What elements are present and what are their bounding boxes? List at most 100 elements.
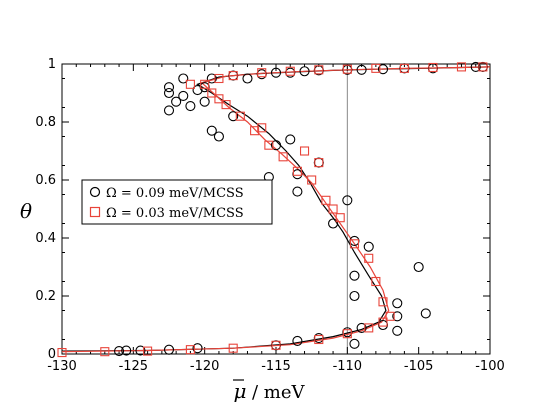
data-point-circle — [292, 169, 303, 180]
data-point-circle — [270, 140, 282, 151]
x-tick-label: -105 — [404, 359, 434, 374]
data-point-square — [371, 63, 381, 73]
y-tick-label: 0.2 — [35, 289, 56, 304]
data-point-circle — [292, 335, 303, 347]
data-point-square — [257, 123, 267, 133]
data-point-square — [185, 79, 195, 89]
data-point-square — [235, 111, 245, 121]
data-point-square — [342, 329, 352, 339]
data-point-square — [456, 62, 467, 72]
data-point-square — [250, 126, 260, 136]
y-tick-label: 0.6 — [35, 173, 56, 188]
data-point-square — [385, 311, 395, 321]
data-point-square — [314, 65, 324, 75]
data-point-square — [264, 140, 274, 150]
data-point-circle — [242, 73, 253, 84]
data-point-circle — [313, 157, 324, 168]
data-point-circle — [413, 261, 424, 273]
data-point-square — [278, 152, 288, 162]
data-point-square — [271, 340, 281, 350]
data-point-square — [299, 146, 310, 156]
data-point-square — [364, 253, 374, 263]
data-point-square — [399, 63, 409, 73]
data-point-circle — [228, 111, 239, 122]
data-point-circle — [377, 319, 389, 331]
data-point-square — [228, 71, 238, 81]
x-tick-label: -120 — [190, 359, 220, 374]
data-point-square — [349, 239, 360, 249]
legend-marker-square — [89, 206, 101, 218]
x-tick-label: -115 — [261, 359, 291, 374]
data-point-circle — [420, 308, 431, 319]
data-point-square — [57, 347, 67, 358]
data-point-square — [478, 62, 488, 72]
y-axis-title: θ — [20, 199, 32, 223]
ticks-layer: -130 -125 -120 -115 -110 -105 -100 0 0.2 0.4 0.6 0.… — [35, 57, 504, 374]
data-point-square — [214, 94, 224, 104]
data-point-square — [285, 66, 295, 76]
data-point-square — [307, 175, 317, 185]
data-point-square — [378, 317, 388, 327]
data-point-circle — [206, 73, 217, 84]
data-point-square — [143, 346, 153, 356]
x-tick-label: -130 — [47, 359, 77, 374]
data-point-circle — [163, 105, 175, 116]
x-tick-label: -125 — [119, 359, 149, 374]
data-point-circle — [135, 345, 146, 356]
data-point-circle — [178, 73, 189, 84]
data-point-square — [371, 276, 381, 287]
data-point-square — [292, 166, 302, 176]
data-point-circle — [199, 96, 210, 107]
data-point-circle — [206, 125, 217, 136]
data-point-square — [321, 195, 331, 205]
series-line-1 — [61, 66, 491, 353]
data-point-circle — [392, 311, 403, 322]
data-point-circle — [349, 338, 360, 349]
legend-entry-1: Ω = 0.03 meV/MCSS — [106, 206, 244, 221]
data-point-square — [314, 334, 324, 345]
data-point-circle — [270, 67, 282, 78]
x-axis-label-symbol: μ — [234, 379, 247, 403]
data-point-square — [221, 100, 231, 110]
data-point-circle — [171, 96, 182, 107]
data-point-circle — [349, 290, 360, 302]
data-point-circle — [356, 322, 367, 333]
data-point-square — [185, 345, 195, 355]
data-point-circle — [192, 85, 203, 96]
data-point-circle — [292, 186, 303, 197]
data-point-square — [342, 64, 352, 74]
data-point-circle — [121, 345, 132, 356]
y-tick-label: 0.4 — [35, 231, 56, 246]
data-point-square — [314, 158, 324, 168]
data-point-square — [207, 88, 217, 98]
x-tick-label: -100 — [475, 359, 505, 374]
data-point-circle — [392, 298, 403, 309]
data-point-square — [257, 68, 267, 78]
data-point-square — [214, 73, 224, 84]
data-point-circle — [185, 101, 196, 112]
data-point-circle — [342, 195, 353, 206]
data-point-circle — [349, 270, 360, 281]
data-point-circle — [163, 344, 175, 355]
data-point-circle — [285, 134, 296, 145]
data-point-square — [364, 323, 374, 333]
x-tick-label: -110 — [333, 359, 363, 374]
data-point-circle — [377, 64, 389, 75]
data-point-circle — [163, 82, 175, 93]
data-point-circle — [114, 346, 125, 357]
legend: Ω = 0.09 meV/MCSS Ω = 0.03 meV/MCSS — [81, 179, 273, 225]
data-point-square — [335, 213, 345, 223]
data-point-circle — [363, 241, 374, 252]
legend-entry-0: Ω = 0.09 meV/MCSS — [106, 186, 244, 201]
data-point-circle — [178, 90, 189, 101]
legend-box — [81, 179, 273, 225]
data-point-circle — [299, 66, 310, 77]
data-point-circle — [328, 218, 339, 229]
y-tick-label: 0.8 — [35, 115, 56, 130]
x-axis-label-unit: / meV — [252, 382, 306, 403]
y-tick-label: 0 — [48, 347, 56, 362]
data-point-square — [378, 297, 388, 307]
data-point-circle — [213, 131, 224, 142]
data-point-square — [100, 347, 110, 357]
